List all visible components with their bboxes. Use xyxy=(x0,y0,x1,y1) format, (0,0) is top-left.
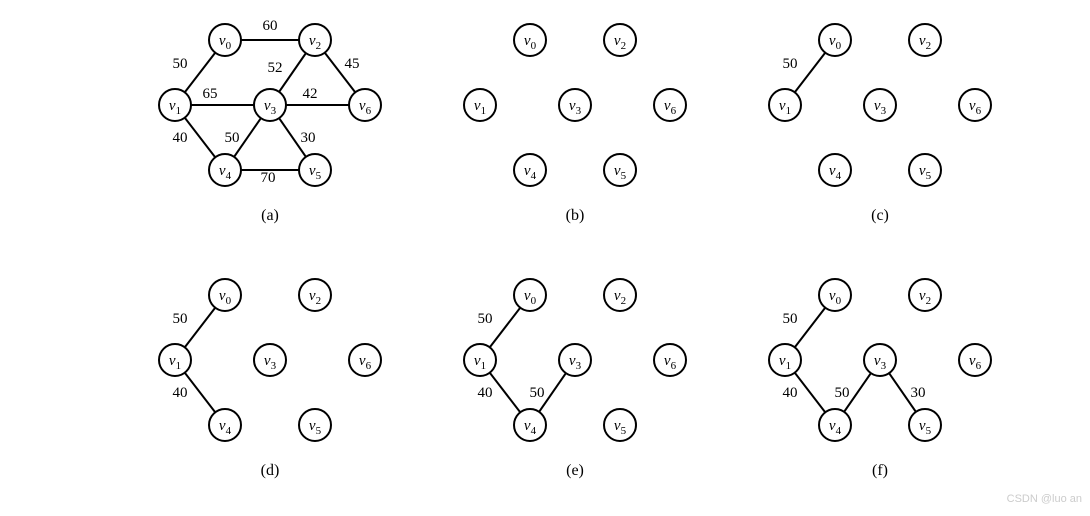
svg-text:42: 42 xyxy=(303,86,318,102)
svg-text:(c): (c) xyxy=(871,207,889,224)
svg-text:50: 50 xyxy=(835,385,850,401)
svg-text:45: 45 xyxy=(345,56,360,72)
svg-text:50: 50 xyxy=(530,385,545,401)
svg-text:(b): (b) xyxy=(566,207,585,224)
panel-a: 60505245654240503070v0v2v1v3v6v4v5(a) xyxy=(159,18,381,224)
svg-text:52: 52 xyxy=(268,60,283,76)
svg-text:65: 65 xyxy=(203,86,218,102)
svg-text:(f): (f) xyxy=(872,462,888,479)
panel-d: 5040v0v2v1v3v6v4v5(d) xyxy=(159,279,381,479)
svg-text:60: 60 xyxy=(263,18,278,34)
svg-text:(d): (d) xyxy=(261,462,280,479)
svg-text:40: 40 xyxy=(783,385,798,401)
panel-b: v0v2v1v3v6v4v5(b) xyxy=(464,24,686,224)
diagram-svg: 60505245654240503070v0v2v1v3v6v4v5(a)v0v… xyxy=(0,0,1090,511)
svg-text:50: 50 xyxy=(478,311,493,327)
svg-text:70: 70 xyxy=(261,170,276,186)
svg-text:50: 50 xyxy=(173,311,188,327)
svg-text:50: 50 xyxy=(783,311,798,327)
watermark-text: CSDN @luo an xyxy=(1007,493,1082,505)
panel-c: 50v0v2v1v3v6v4v5(c) xyxy=(769,24,991,224)
panel-e: 504050v0v2v1v3v6v4v5(e) xyxy=(464,279,686,479)
svg-text:40: 40 xyxy=(173,130,188,146)
svg-text:40: 40 xyxy=(478,385,493,401)
svg-text:40: 40 xyxy=(173,385,188,401)
svg-text:50: 50 xyxy=(173,56,188,72)
diagram-canvas: 60505245654240503070v0v2v1v3v6v4v5(a)v0v… xyxy=(0,0,1090,511)
svg-text:(a): (a) xyxy=(261,207,279,224)
svg-text:(e): (e) xyxy=(566,462,584,479)
svg-text:30: 30 xyxy=(301,130,316,146)
svg-text:50: 50 xyxy=(225,130,240,146)
panel-f: 50405030v0v2v1v3v6v4v5(f) xyxy=(769,279,991,479)
svg-text:50: 50 xyxy=(783,56,798,72)
svg-text:30: 30 xyxy=(911,385,926,401)
